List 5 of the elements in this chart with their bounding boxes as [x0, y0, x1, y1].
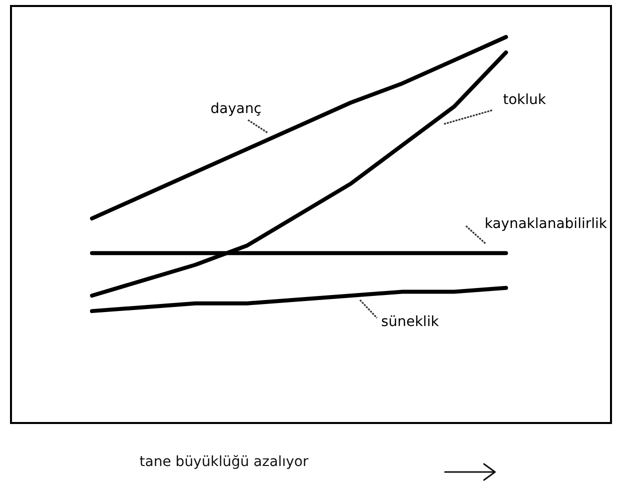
series-label: süneklik: [381, 314, 440, 330]
series-label: tokluk: [503, 92, 547, 108]
series-label: kaynaklanabilirlik: [484, 216, 608, 232]
x-axis-title: tane büyüklüğü azalıyor: [140, 454, 309, 470]
series-label: dayanç: [210, 100, 262, 117]
